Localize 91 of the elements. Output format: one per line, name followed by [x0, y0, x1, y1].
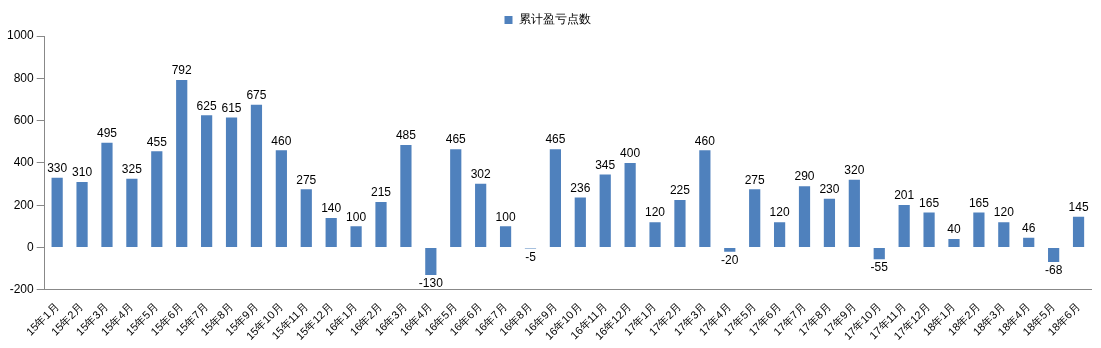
bar — [126, 178, 138, 248]
bar — [275, 150, 287, 248]
data-label: 201 — [894, 188, 915, 203]
data-label: -68 — [1044, 263, 1063, 278]
bar — [574, 197, 586, 248]
data-label: -20 — [721, 253, 739, 268]
bar — [848, 179, 860, 248]
bar — [1072, 216, 1085, 248]
y-tick-label: 0 — [27, 239, 35, 254]
bar — [425, 248, 437, 275]
data-label: 465 — [545, 132, 566, 147]
y-tick-label: -200 — [9, 282, 35, 297]
data-label: 275 — [744, 172, 766, 187]
data-label: 275 — [296, 172, 317, 187]
data-label: 165 — [968, 195, 990, 210]
bar — [375, 202, 387, 248]
data-label: 145 — [1068, 200, 1089, 215]
bar — [724, 248, 736, 252]
data-label: 495 — [96, 126, 118, 141]
bar — [923, 212, 935, 248]
bar — [176, 79, 188, 248]
bar — [599, 174, 611, 248]
bar — [400, 144, 412, 248]
bar — [475, 183, 487, 248]
y-tick-label: 1000 — [6, 28, 35, 43]
data-label: 230 — [819, 182, 840, 197]
bar — [898, 204, 910, 248]
bar — [1048, 248, 1060, 262]
data-label: 330 — [47, 161, 68, 176]
bar — [225, 117, 238, 248]
data-label: 460 — [694, 133, 716, 148]
data-label: 400 — [620, 146, 641, 161]
data-label: 40 — [947, 222, 961, 237]
data-label: 46 — [1022, 221, 1036, 236]
bar — [873, 248, 885, 260]
bar — [649, 222, 661, 248]
data-label: -130 — [418, 276, 444, 291]
data-label: 320 — [844, 163, 865, 178]
data-label: 100 — [346, 209, 367, 224]
data-label: 615 — [221, 100, 242, 115]
bar — [350, 226, 362, 248]
y-tick-label: 600 — [13, 112, 35, 127]
data-label: 625 — [196, 98, 217, 113]
bar — [51, 177, 63, 248]
bar — [101, 142, 113, 248]
bar — [250, 104, 263, 248]
data-label: 792 — [171, 63, 193, 78]
bar — [300, 189, 312, 248]
data-label: 675 — [246, 88, 267, 103]
data-label: 302 — [470, 166, 491, 181]
bar — [774, 222, 786, 248]
bar — [973, 212, 985, 248]
bar — [325, 217, 337, 248]
bar — [499, 226, 512, 248]
bar — [201, 115, 213, 248]
bar — [549, 149, 561, 248]
bar — [674, 199, 686, 248]
data-label: 215 — [370, 185, 392, 200]
data-label: 225 — [669, 183, 691, 198]
bar — [450, 149, 462, 248]
data-label: 120 — [993, 205, 1015, 220]
data-label: -55 — [870, 260, 889, 275]
data-label: 460 — [271, 133, 292, 148]
data-label: 465 — [445, 132, 467, 147]
bar — [699, 150, 711, 248]
data-label: 485 — [395, 128, 417, 143]
data-label: 290 — [794, 169, 815, 184]
data-label: 100 — [495, 209, 516, 224]
y-tick-label: 200 — [13, 197, 35, 212]
bar — [948, 239, 960, 248]
bar — [998, 222, 1010, 248]
data-label: 140 — [321, 201, 342, 216]
data-label: 165 — [919, 195, 940, 210]
data-label: 345 — [595, 157, 616, 172]
y-tick-label: 400 — [13, 155, 35, 170]
legend-label: 累计盈亏点数 — [518, 12, 591, 27]
data-label: 120 — [645, 205, 666, 220]
bar — [1023, 237, 1035, 248]
data-label: 236 — [570, 180, 591, 195]
bar — [151, 151, 163, 248]
bar — [749, 189, 761, 248]
data-label: 310 — [72, 165, 93, 180]
data-label: 120 — [769, 205, 790, 220]
y-tick-label: 800 — [13, 70, 35, 85]
data-label: 325 — [121, 162, 143, 177]
bar — [798, 186, 811, 248]
bar — [823, 198, 836, 248]
data-label: -5 — [525, 249, 537, 264]
bar — [624, 162, 636, 248]
bar — [76, 181, 88, 248]
data-label: 455 — [146, 134, 168, 149]
